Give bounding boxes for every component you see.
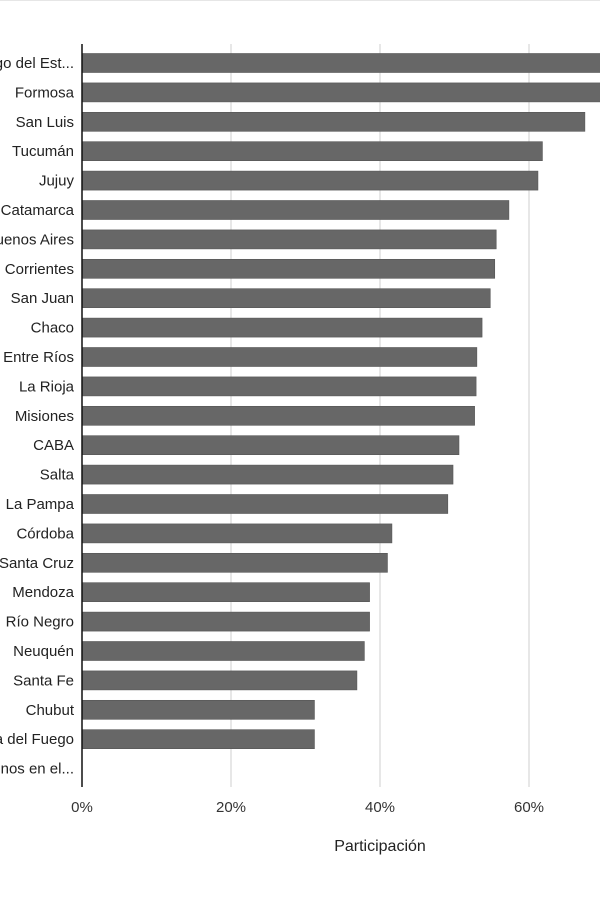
bar	[81, 317, 483, 338]
category-label: San Juan	[11, 290, 74, 307]
category-label: Entre Ríos	[3, 349, 74, 366]
category-label: Salta	[40, 467, 75, 484]
category-label: San Luis	[16, 114, 74, 131]
bar	[81, 523, 393, 544]
bar	[81, 641, 365, 661]
category-label: CABA	[33, 437, 74, 454]
category-label: Buenos Aires	[0, 231, 74, 248]
category-label: Santa Fe	[13, 672, 74, 689]
bar	[81, 200, 510, 220]
x-tick-label: 0%	[71, 799, 93, 816]
x-tick-label: 40%	[365, 799, 395, 816]
category-label: Corrientes	[5, 261, 74, 278]
category-label: Tierra del Fuego	[0, 731, 74, 748]
category-label: Tucumán	[12, 143, 74, 160]
category-label: Argentinos en el...	[0, 761, 74, 778]
category-label: Santiago del Est...	[0, 55, 74, 72]
bar	[81, 552, 388, 573]
bar	[81, 347, 478, 367]
category-label: Catamarca	[1, 202, 75, 219]
category-label: Chaco	[31, 320, 74, 337]
bar	[81, 112, 586, 132]
bar	[81, 582, 370, 603]
bar	[81, 258, 496, 279]
bar	[81, 170, 539, 191]
bar	[81, 464, 454, 485]
category-label: Formosa	[15, 84, 75, 101]
category-label: Jujuy	[39, 173, 75, 190]
x-tick-label: 60%	[514, 799, 544, 816]
x-tick-label: 20%	[216, 799, 246, 816]
bar	[81, 405, 475, 426]
bar	[81, 82, 600, 103]
bar	[81, 229, 497, 250]
bar	[81, 53, 600, 73]
bar	[81, 494, 449, 514]
top-divider	[0, 0, 600, 1]
category-label: Santa Cruz	[0, 555, 74, 572]
bar	[81, 141, 543, 161]
category-label: Córdoba	[16, 525, 74, 542]
x-axis-label: Participación	[334, 838, 426, 855]
category-label: La Pampa	[6, 496, 75, 513]
category-label: Misiones	[15, 408, 74, 425]
category-label: Neuquén	[13, 643, 74, 660]
bar	[81, 670, 358, 691]
category-label: La Rioja	[19, 378, 75, 395]
bar	[81, 376, 477, 397]
category-label: Chubut	[26, 702, 75, 719]
category-label: Mendoza	[12, 584, 74, 601]
bar	[81, 435, 460, 456]
bar	[81, 729, 315, 750]
category-label: Río Negro	[6, 614, 74, 631]
bar	[81, 611, 370, 632]
bar	[81, 288, 491, 309]
bar	[81, 699, 315, 720]
